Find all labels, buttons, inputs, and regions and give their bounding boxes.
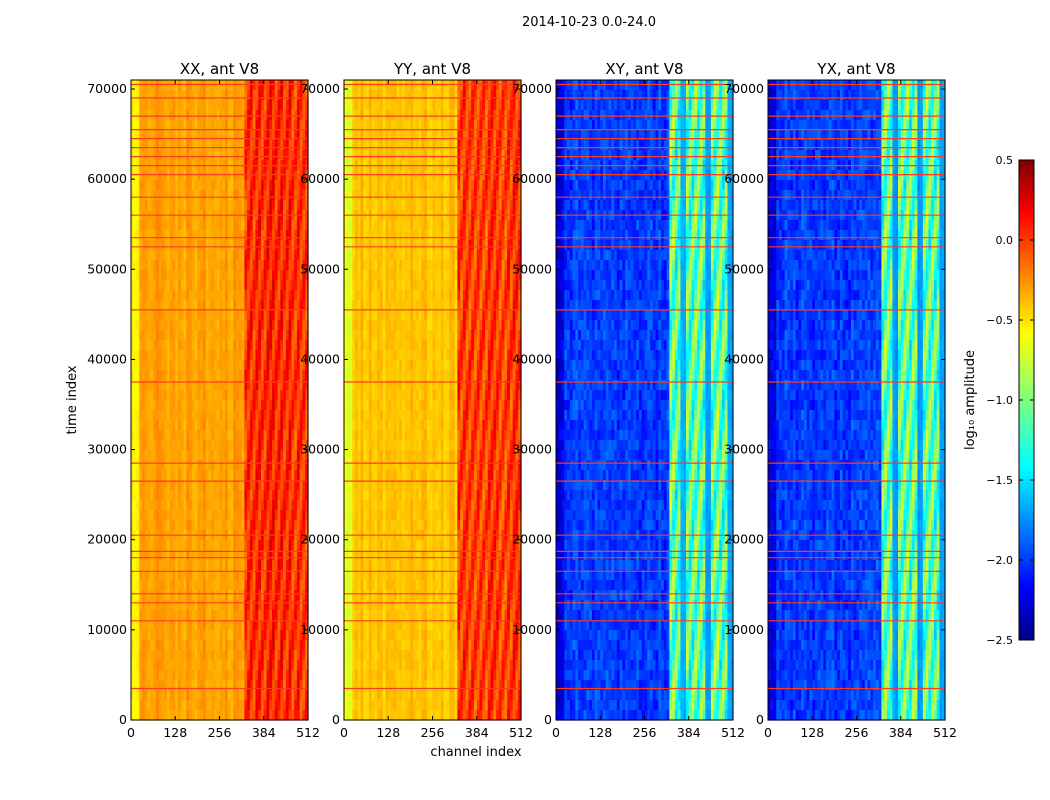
y-tick-label: 60000 <box>87 171 127 186</box>
heatmap-cells <box>131 80 309 721</box>
y-tick-label: 20000 <box>87 532 127 547</box>
y-tick-label: 40000 <box>87 351 127 366</box>
panel-1: XX, ant V8 0 128 256 384 512 0 10000 20000 30000 4… <box>87 60 320 740</box>
figure-suptitle: 2014-10-23 0.0-24.0 <box>522 15 656 30</box>
x-tick-label: 384 <box>252 725 276 740</box>
y-tick-label: 70000 <box>87 81 127 96</box>
x-tick-label: 512 <box>296 725 320 740</box>
x-tick-label: 256 <box>208 725 232 740</box>
y-tick-label: 10000 <box>87 622 127 637</box>
y-tick-label: 0 <box>119 712 127 727</box>
panel-2: YY, ant V80 128 256 384 51201000020000300004… <box>300 60 533 740</box>
heatmap-panels: XX, ant V8 0 128 256 384 512 0 10000 20000 30000 4… <box>87 60 957 740</box>
y-tick-label: 50000 <box>87 261 127 276</box>
panel-title: XX, ant V8 <box>180 60 259 78</box>
y-tick-label: 30000 <box>87 442 127 457</box>
figure: 2014-10-23 0.0-24.0 XX, ant V8 0 128 256 384… <box>0 0 1050 800</box>
x-tick-label: 128 <box>163 725 187 740</box>
x-tick-label: 0 <box>127 725 135 740</box>
heatmap-cells <box>344 80 522 721</box>
